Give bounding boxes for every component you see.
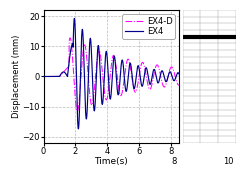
EX4 [70,47,73,49]
EX4 [181,78,184,80]
EX4 [110,85,113,87]
EX4-D [60,73,63,75]
EX4 [103,66,106,68]
EX4-D [110,61,113,63]
EX4-D [198,69,201,71]
Line: EX4-D: EX4-D [44,38,203,112]
Text: 10: 10 [223,157,234,166]
EX4 [42,75,45,78]
EX4-D [69,37,72,39]
EX4-D [103,94,106,96]
Line: EX4: EX4 [44,18,203,129]
EX4-D [202,72,204,74]
EX4-D [76,110,79,113]
EX4-D [181,74,184,76]
Text: 8: 8 [172,157,177,166]
X-axis label: Time(s): Time(s) [94,157,128,166]
EX4 [77,128,80,130]
EX4-D [70,42,73,44]
EX4 [60,72,63,74]
EX4 [73,17,76,19]
EX4 [202,74,204,76]
EX4-D [42,75,45,78]
Legend: EX4-D, EX4: EX4-D, EX4 [122,14,175,39]
EX4 [198,75,201,78]
Y-axis label: Displacement (mm): Displacement (mm) [12,35,21,118]
